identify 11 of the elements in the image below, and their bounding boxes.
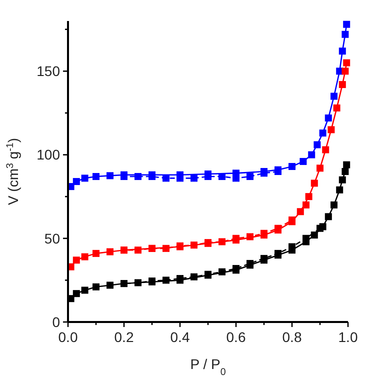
y-tick-label: 0 — [52, 314, 60, 330]
y-tick-label: 150 — [36, 63, 60, 80]
x-tick-label: 1.0 — [338, 329, 358, 345]
x-tick-label: 0.4 — [170, 329, 190, 345]
x-axis-title: P / P$_{0}$ — [190, 356, 226, 378]
x-tick-label: 0.2 — [114, 329, 134, 345]
x-tick-label: 0.8 — [282, 329, 302, 345]
y-tick-label: 50 — [44, 230, 60, 246]
x-tick-label: 0.6 — [226, 329, 246, 345]
y-tick-label: 100 — [36, 146, 60, 163]
x-tick-label: 0.0 — [58, 329, 78, 345]
